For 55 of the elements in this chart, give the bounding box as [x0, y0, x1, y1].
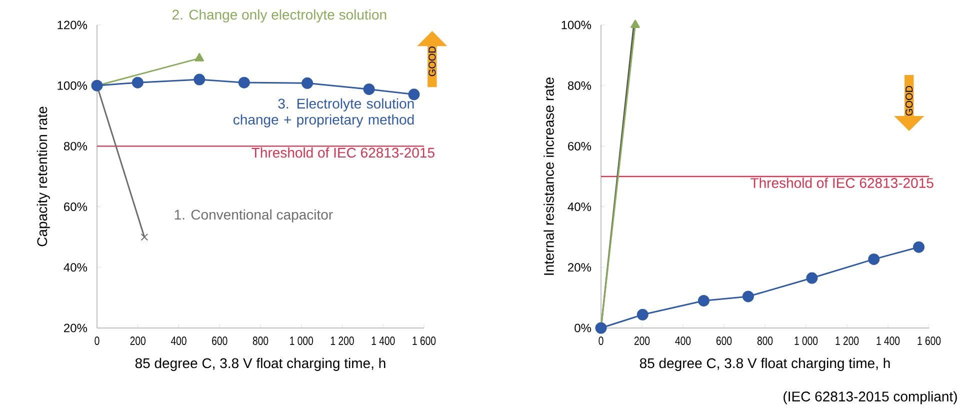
x-tick-label: 0: [598, 336, 604, 346]
annotation: GOOD: [906, 86, 913, 116]
x-tick-label: 800: [252, 336, 268, 346]
x-tick-label: 600: [716, 336, 732, 346]
point: [698, 294, 710, 306]
y-tick-label: 20%: [64, 324, 88, 332]
x-tick-label: 1 200: [836, 336, 859, 346]
point: [742, 290, 754, 302]
y-tick-label: 20%: [568, 263, 592, 272]
point: [636, 308, 648, 320]
y-tick-label: 80%: [64, 142, 88, 150]
y-axis-title: Internal resistance increase rate: [544, 78, 554, 275]
text: 2. Change only electrolyte solution: [172, 9, 386, 22]
x-tick-label: 1 000: [794, 336, 818, 346]
y-tick-label: 100%: [58, 81, 88, 90]
point: [132, 76, 144, 88]
x-tick-label: 400: [675, 336, 691, 346]
y-tick-label: 0%: [574, 324, 592, 332]
x-tick-label: 1 200: [330, 336, 354, 346]
point: [363, 83, 375, 95]
x-tick-label: 1 600: [412, 336, 436, 346]
text: GOOD: [428, 46, 436, 76]
point: [595, 322, 607, 334]
y-tick-label: 60%: [64, 202, 88, 212]
x-tick-label: 800: [757, 336, 773, 346]
point: [302, 77, 314, 89]
x-axis-title: 85 degree C, 3.8 V float charging time, h: [135, 358, 386, 371]
ref-line-label: Threshold of IEC 62813-2015: [750, 178, 934, 188]
point: [913, 241, 925, 253]
y-axis-title: Capacity retention rate: [36, 106, 50, 246]
y-tick-label: 120%: [58, 20, 88, 30]
y-tick-label: 60%: [568, 142, 592, 150]
x-tick-label: 1 400: [372, 336, 395, 346]
y-tick-label: 80%: [568, 81, 592, 90]
x-tick-label: 600: [212, 336, 228, 346]
x-tick-label: 400: [170, 336, 186, 346]
x-tick-label: 1 000: [290, 336, 313, 346]
point: [140, 233, 148, 241]
y-tick-label: 40%: [568, 202, 592, 212]
x-tick-label: 0: [94, 336, 100, 346]
y-tick-label: 40%: [64, 263, 88, 272]
x-tick-label: 1 400: [876, 336, 900, 346]
series-label: 3. Electrolyte solution change + proprietary method: [234, 98, 414, 128]
text: (IEC 62813-2015 compliant): [784, 391, 957, 404]
point: [868, 253, 880, 265]
point: [238, 76, 250, 88]
x-tick-label: 1 600: [918, 336, 941, 346]
point: [194, 74, 206, 86]
x-axis-title: 85 degree C, 3.8 V float charging time, h: [640, 358, 890, 371]
ref-line-label: Threshold of IEC 62813-2015: [252, 147, 434, 158]
x-tick-label: 200: [130, 336, 146, 346]
text: 1. Conventional capacitor: [174, 209, 333, 222]
point: [806, 272, 818, 284]
y-tick-label: 100%: [562, 20, 592, 30]
x-tick-label: 200: [634, 336, 650, 346]
